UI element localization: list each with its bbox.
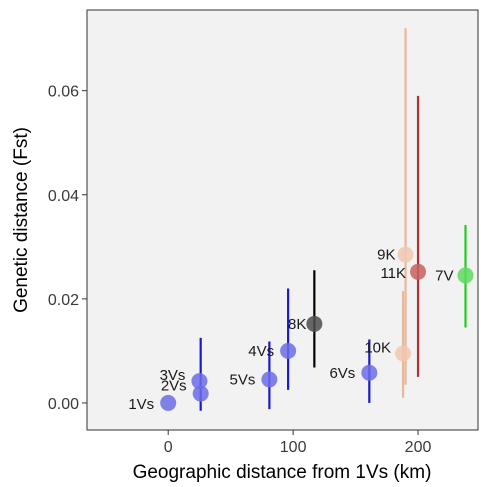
y-axis: 0.00 0.02 0.04 0.06: [48, 84, 87, 413]
point-label: 4Vs: [248, 343, 274, 360]
x-axis: 0 100 200: [164, 430, 432, 456]
y-tick-label: 0.02: [48, 292, 79, 309]
y-tick-label: 0.04: [48, 188, 79, 205]
x-tick-label: 0: [164, 439, 173, 456]
point-label: 5Vs: [230, 372, 256, 389]
point-label: 10K: [364, 339, 391, 356]
data-point: [397, 246, 414, 263]
data-point: [192, 385, 209, 402]
point-label: 9K: [377, 247, 395, 264]
y-tick-label: 0.00: [48, 396, 79, 413]
point-label: 7V: [435, 267, 453, 284]
error-bars: [199, 28, 467, 411]
point-label: 6Vs: [329, 365, 355, 382]
data-point: [280, 342, 297, 359]
point-label: 1Vs: [128, 396, 154, 413]
y-axis-title: Genetic distance (Fst): [11, 127, 32, 313]
point-label: 11K: [380, 265, 406, 282]
data-point: [395, 345, 412, 362]
data-points: [160, 246, 474, 411]
point-label: 8K: [288, 316, 306, 333]
data-point: [457, 267, 474, 284]
data-point: [261, 371, 278, 388]
point-label: 2Vs: [161, 378, 187, 395]
data-point: [361, 364, 378, 381]
data-point: [410, 263, 427, 280]
x-axis-title: Geographic distance from 1Vs (km): [133, 462, 432, 483]
data-point: [191, 373, 208, 390]
x-tick-label: 100: [280, 439, 307, 456]
y-tick-label: 0.06: [48, 84, 79, 101]
data-point: [306, 315, 323, 332]
point-label: 3Vs: [160, 367, 186, 384]
plot-panel: [86, 9, 479, 431]
x-tick-label: 200: [405, 439, 432, 456]
data-point: [160, 394, 177, 411]
